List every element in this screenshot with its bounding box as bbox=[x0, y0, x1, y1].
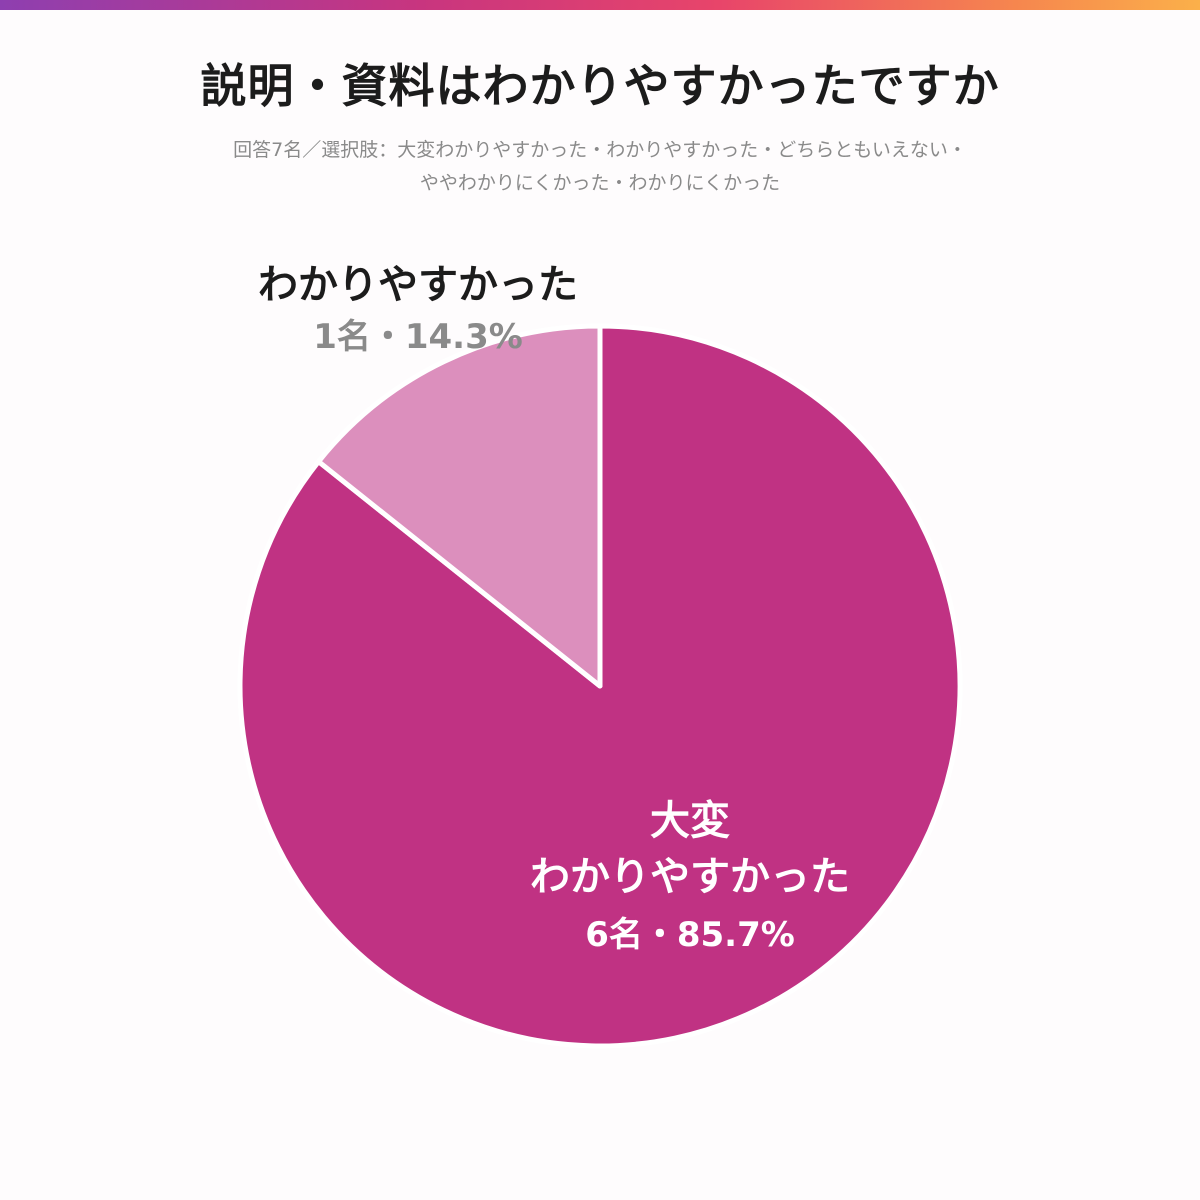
slice-value-major: 6名・85.7% bbox=[585, 915, 795, 955]
chart-title: 説明・資料はわかりやすかったですか bbox=[200, 59, 1000, 113]
slice-label-minor: わかりやすかった bbox=[258, 262, 578, 308]
chart-subtitle: 回答7名／選択肢：大変わかりやすかった・わかりやすかった・どちらともいえない・ … bbox=[150, 134, 1050, 200]
pie-labels: 大変 わかりやすかった 6名・85.7% わかりやすかった 1名・14.3% bbox=[258, 262, 850, 955]
top-accent-bar bbox=[0, 0, 1200, 10]
pie-slice-minor bbox=[316, 323, 603, 689]
slice-label-major-line2: わかりやすかった bbox=[530, 854, 850, 900]
pie-slices bbox=[237, 323, 963, 1049]
subtitle-line-1: 回答7名／選択肢：大変わかりやすかった・わかりやすかった・どちらともいえない・ bbox=[233, 139, 967, 161]
slice-label-major-line1: 大変 bbox=[650, 798, 730, 844]
slice-value-minor: 1名・14.3% bbox=[313, 317, 523, 357]
subtitle-line-2: ややわかりにくかった・わかりにくかった bbox=[419, 172, 781, 194]
